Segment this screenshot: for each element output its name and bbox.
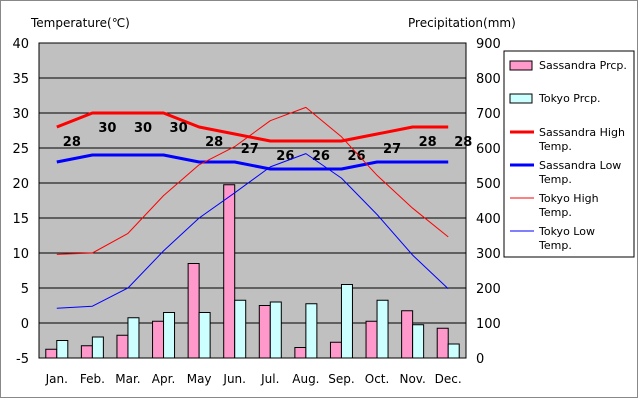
bar-tokyo-prcp [91, 336, 104, 359]
right-tick-label: 100 [476, 317, 501, 332]
x-tick-label: Oct. [365, 372, 390, 386]
left-tick-label: 30 [12, 107, 29, 122]
x-tick-label: Mar. [115, 372, 140, 386]
legend-box [503, 50, 635, 258]
left-tick-label: -5 [16, 352, 29, 367]
bar-tokyo-prcp [376, 299, 389, 359]
legend-label: Temp. [538, 206, 572, 219]
data-label: 30 [98, 121, 116, 136]
left-tick-label: 15 [12, 212, 29, 227]
legend-swatch [509, 93, 533, 104]
bar-sassandra-prcp [223, 184, 236, 359]
right-tick-label: 300 [476, 247, 501, 262]
bar-tokyo-prcp [305, 303, 318, 359]
data-label: 26 [276, 149, 294, 164]
x-tick-label: Jan. [45, 372, 68, 386]
data-label: 27 [241, 142, 259, 157]
legend-label: Temp. [538, 239, 572, 252]
bar-sassandra-prcp [329, 341, 342, 359]
bar-sassandra-prcp [187, 263, 200, 359]
bar-sassandra-prcp [436, 327, 449, 359]
bar-sassandra-prcp [45, 348, 58, 359]
data-label: 28 [419, 135, 437, 150]
legend-label: Sassandra Low [539, 159, 621, 172]
left-tick-label: 35 [12, 72, 29, 87]
right-axis-title: Precipitation(mm) [408, 16, 516, 30]
x-tick-label: Jul. [260, 372, 279, 386]
data-label: 26 [312, 149, 330, 164]
bar-sassandra-prcp [258, 305, 271, 359]
data-label: 27 [383, 142, 401, 157]
x-tick-label: Dec. [435, 372, 462, 386]
left-tick-label: 20 [12, 177, 29, 192]
left-tick-label: 25 [12, 142, 29, 157]
right-tick-label: 400 [476, 212, 501, 227]
plot-area: -505101520253035400100200300400500600700… [12, 37, 500, 386]
data-label: 28 [63, 135, 81, 150]
bar-tokyo-prcp [163, 312, 176, 359]
bar-tokyo-prcp [56, 340, 69, 359]
x-tick-label: Jun. [222, 372, 246, 386]
left-tick-label: 40 [12, 37, 29, 52]
right-tick-label: 0 [476, 352, 484, 367]
bar-sassandra-prcp [80, 345, 93, 359]
data-label: 30 [170, 121, 188, 136]
plot-background [38, 42, 467, 359]
bar-sassandra-prcp [401, 310, 414, 359]
data-label: 28 [205, 135, 223, 150]
right-tick-label: 600 [476, 142, 501, 157]
legend-label: Sassandra High [539, 126, 625, 139]
left-tick-label: 0 [21, 317, 29, 332]
line-sassandra-low-temp- [56, 153, 449, 171]
bar-tokyo-prcp [269, 301, 282, 359]
left-tick-label: 5 [21, 282, 29, 297]
legend-swatch [509, 60, 533, 71]
bar-tokyo-prcp [198, 312, 211, 359]
x-tick-label: Nov. [399, 372, 425, 386]
bar-tokyo-prcp [127, 317, 140, 359]
bar-sassandra-prcp [294, 347, 307, 359]
legend-label: Temp. [538, 173, 572, 186]
legend-label: Tokyo Prcp. [538, 92, 601, 105]
bar-sassandra-prcp [365, 320, 378, 359]
right-tick-label: 500 [476, 177, 501, 192]
bar-tokyo-prcp [340, 284, 353, 359]
left-axis-title: Temperature(℃) [30, 16, 130, 30]
left-tick-label: 10 [12, 247, 29, 262]
bar-tokyo-prcp [412, 324, 425, 359]
legend-label: Sassandra Prcp. [539, 59, 627, 72]
bar-tokyo-prcp [234, 299, 247, 359]
right-tick-label: 900 [476, 37, 501, 52]
bar-sassandra-prcp [116, 334, 129, 359]
data-label: 30 [134, 121, 152, 136]
line-sassandra-high-temp- [56, 111, 449, 143]
bar-tokyo-prcp [447, 343, 460, 359]
data-label: 26 [347, 149, 365, 164]
legend-label: Temp. [538, 140, 572, 153]
line-tokyo-high-temp- [56, 106, 449, 255]
data-label: 28 [454, 135, 472, 150]
line-tokyo-low-temp- [56, 153, 449, 309]
legend: Sassandra Prcp. Tokyo Prcp. Sassandra High… [503, 50, 635, 258]
x-tick-label: Sep. [328, 372, 354, 386]
legend-label: Tokyo High [538, 192, 599, 205]
x-tick-label: Aug. [292, 372, 319, 386]
x-tick-label: Feb. [80, 372, 105, 386]
right-tick-label: 700 [476, 107, 501, 122]
x-tick-label: May [187, 372, 212, 386]
legend-label: Tokyo Low [538, 225, 595, 238]
right-tick-label: 200 [476, 282, 501, 297]
bar-sassandra-prcp [152, 320, 165, 359]
x-tick-label: Apr. [152, 372, 175, 386]
right-tick-label: 800 [476, 72, 501, 87]
